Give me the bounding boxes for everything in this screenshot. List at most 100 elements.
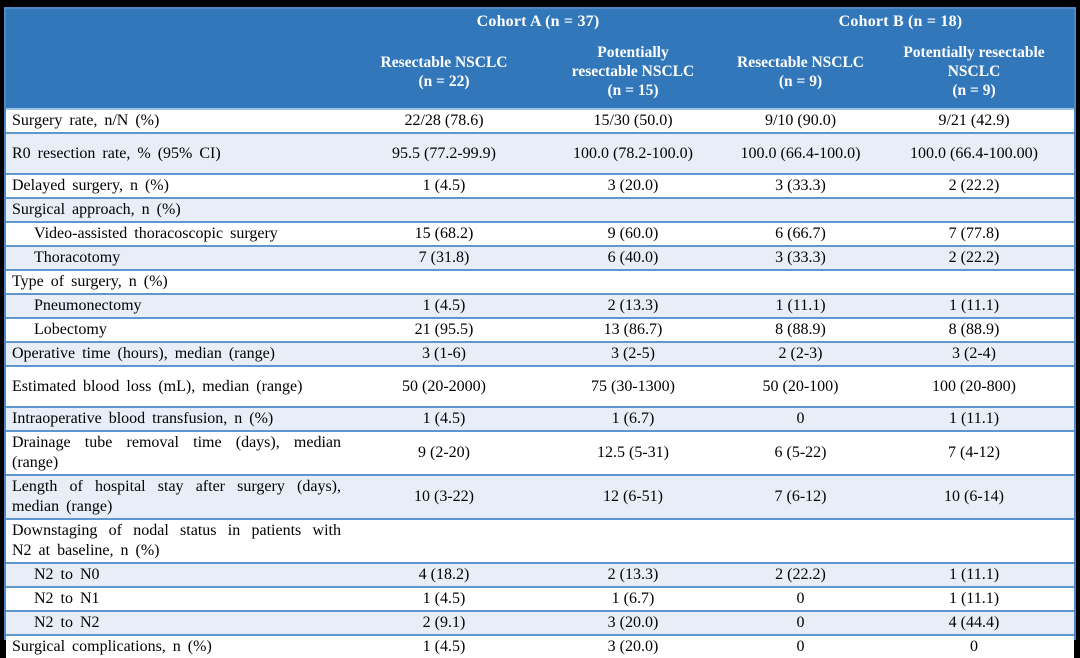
cohort-group-row: Cohort A (n = 37) Cohort B (n = 18) — [6, 9, 1074, 35]
cell-value: 3 (33.3) — [775, 249, 826, 266]
column-header: Potentially resectable NSCLC (n = 9) — [874, 43, 1074, 100]
table-row: Downstaging of nodal status in patients … — [6, 518, 1074, 562]
row-label-text: Surgery rate, n/N (%) — [12, 112, 160, 129]
cell-value: 1 (11.1) — [948, 590, 1000, 607]
cell-value: 1 (11.1) — [948, 566, 1000, 583]
cell-value: 2 (13.3) — [607, 297, 659, 314]
row-label-text: N2 to N0 — [34, 566, 100, 583]
cell-value: 1 (11.1) — [948, 410, 1000, 427]
cell-value — [727, 271, 874, 293]
row-label-text: Pneumonectomy — [34, 297, 142, 314]
column-header-line: Resectable NSCLC — [737, 53, 864, 71]
row-label: N2 to N1 — [6, 588, 349, 610]
cell-value: 2 (2-3) — [778, 345, 823, 362]
cohort-b-header: Cohort B (n = 18) — [838, 13, 963, 30]
cell-value: 7 (6-12) — [774, 488, 827, 505]
cell-value — [349, 199, 539, 221]
row-label: N2 to N0 — [6, 564, 349, 586]
cell-value: 6 (66.7) — [775, 225, 826, 242]
cell-value: 3 (20.0) — [607, 614, 659, 631]
cell-value: 10 (6-14) — [944, 488, 1004, 505]
cell-value: 4 (44.4) — [948, 614, 1000, 631]
cell-value: 1 (4.5) — [422, 638, 466, 655]
column-header-line: resectable NSCLC — [571, 63, 695, 80]
column-header: Resectable NSCLC (n = 9) — [727, 53, 874, 91]
cell-value: 15 (68.2) — [414, 225, 474, 242]
cell-value: 75 (30-1300) — [591, 377, 675, 395]
cell-value — [874, 199, 1074, 221]
cell-value: 12.5 (5-31) — [597, 444, 669, 461]
table-row: Estimated blood loss (mL), median (range… — [6, 365, 1074, 406]
row-label: Pneumonectomy — [6, 295, 349, 317]
row-label-text: N2 to N1 — [34, 590, 100, 607]
table-row: Thoracotomy 7 (31.8) 6 (40.0) 3 (33.3) 2 (22… — [6, 245, 1074, 269]
table-row: Lobectomy 21 (95.5) 13 (86.7) 8 (88.9) 8 (88… — [6, 317, 1074, 341]
cell-value: 2 (22.2) — [948, 249, 1000, 266]
cell-value: 12 (6-51) — [603, 488, 663, 505]
column-header-row: Resectable NSCLC (n = 22) Potentially resec… — [6, 35, 1074, 108]
table-row: Delayed surgery, n (%) 1 (4.5) 3 (20.0) 3 (… — [6, 173, 1074, 197]
cell-value — [349, 520, 539, 562]
row-label-text: Lobectomy — [34, 321, 107, 338]
cell-value: 1 (4.5) — [422, 297, 466, 314]
cell-value: 1 (4.5) — [422, 410, 466, 427]
table-row: Drainage tube removal time (days), media… — [6, 430, 1074, 474]
row-label: Surgical complications, n (%) — [6, 636, 349, 658]
cell-value: 22/28 (78.6) — [404, 112, 484, 129]
cell-value: 100 (20-800) — [932, 377, 1016, 395]
column-header-line: Potentially resectable — [903, 44, 1045, 61]
cell-value — [727, 199, 874, 221]
cell-value: 50 (20-100) — [762, 377, 839, 395]
cell-value — [874, 520, 1074, 562]
surgical-outcomes-table: Cohort A (n = 37) Cohort B (n = 18) Rese… — [4, 7, 1076, 658]
cell-value: 9/21 (42.9) — [938, 112, 1010, 129]
cell-value — [874, 271, 1074, 293]
table-row: Pneumonectomy 1 (4.5) 2 (13.3) 1 (11.1) 1 (1… — [6, 293, 1074, 317]
row-label: R0 resection rate, % (95% CI) — [6, 134, 349, 173]
cell-value: 100.0 (78.2-100.0) — [573, 144, 693, 162]
table-row: R0 resection rate, % (95% CI) 95.5 (77.2-… — [6, 132, 1074, 173]
column-header-line: (n = 9) — [778, 72, 823, 90]
row-label-text: Surgical approach, n (%) — [12, 201, 181, 218]
cell-value: 1 (6.7) — [611, 590, 655, 607]
cell-value: 3 (2-4) — [952, 345, 996, 362]
cell-value: 13 (86.7) — [603, 321, 663, 338]
column-header: Resectable NSCLC (n = 22) — [349, 53, 539, 91]
cell-value: 50 (20-2000) — [402, 377, 486, 395]
cell-value: 3 (1-6) — [422, 345, 466, 362]
cell-value: 9 (2-20) — [418, 444, 470, 461]
cell-value: 7 (77.8) — [948, 225, 1000, 242]
cell-value: 6 (40.0) — [607, 249, 659, 266]
cell-value: 7 (31.8) — [418, 249, 470, 266]
cell-value: 9/10 (90.0) — [764, 112, 837, 129]
cell-value: 2 (22.2) — [948, 177, 1000, 194]
cell-value: 3 (20.0) — [607, 177, 659, 194]
cell-value: 2 (9.1) — [422, 614, 466, 631]
row-label: Estimated blood loss (mL), median (range… — [6, 367, 349, 406]
column-header-line: (n = 9) — [952, 82, 996, 99]
column-header: Potentially resectable NSCLC (n = 15) — [539, 43, 727, 100]
cell-value: 1 (11.1) — [775, 297, 826, 314]
row-label: Downstaging of nodal status in patients … — [6, 520, 349, 562]
cell-value: 100.0 (66.4-100.00) — [910, 144, 1038, 162]
cell-value: 1 (4.5) — [422, 177, 466, 194]
column-header-line: Potentially — [597, 44, 669, 61]
table-row: Operative time (hours), median (range) 3 … — [6, 341, 1074, 365]
row-label-text: Type of surgery, n (%) — [12, 273, 168, 290]
cell-value: 0 — [796, 638, 805, 655]
cell-value: 2 (22.2) — [775, 566, 826, 583]
cell-value: 100.0 (66.4-100.0) — [740, 144, 861, 162]
cell-value — [539, 199, 727, 221]
row-label-text: Delayed surgery, n (%) — [12, 177, 169, 194]
cell-value: 1 (11.1) — [948, 297, 1000, 314]
row-label-text: Surgical complications, n (%) — [12, 638, 212, 655]
row-label: Thoracotomy — [6, 247, 349, 269]
table-row: Intraoperative blood transfusion, n (%) 1… — [6, 406, 1074, 430]
cell-value: 3 (2-5) — [611, 345, 655, 362]
row-label: N2 to N2 — [6, 612, 349, 634]
table-header: Cohort A (n = 37) Cohort B (n = 18) Rese… — [6, 9, 1074, 110]
cell-value: 10 (3-22) — [414, 488, 474, 505]
cell-value — [539, 520, 727, 562]
row-label: Operative time (hours), median (range) — [6, 343, 349, 365]
